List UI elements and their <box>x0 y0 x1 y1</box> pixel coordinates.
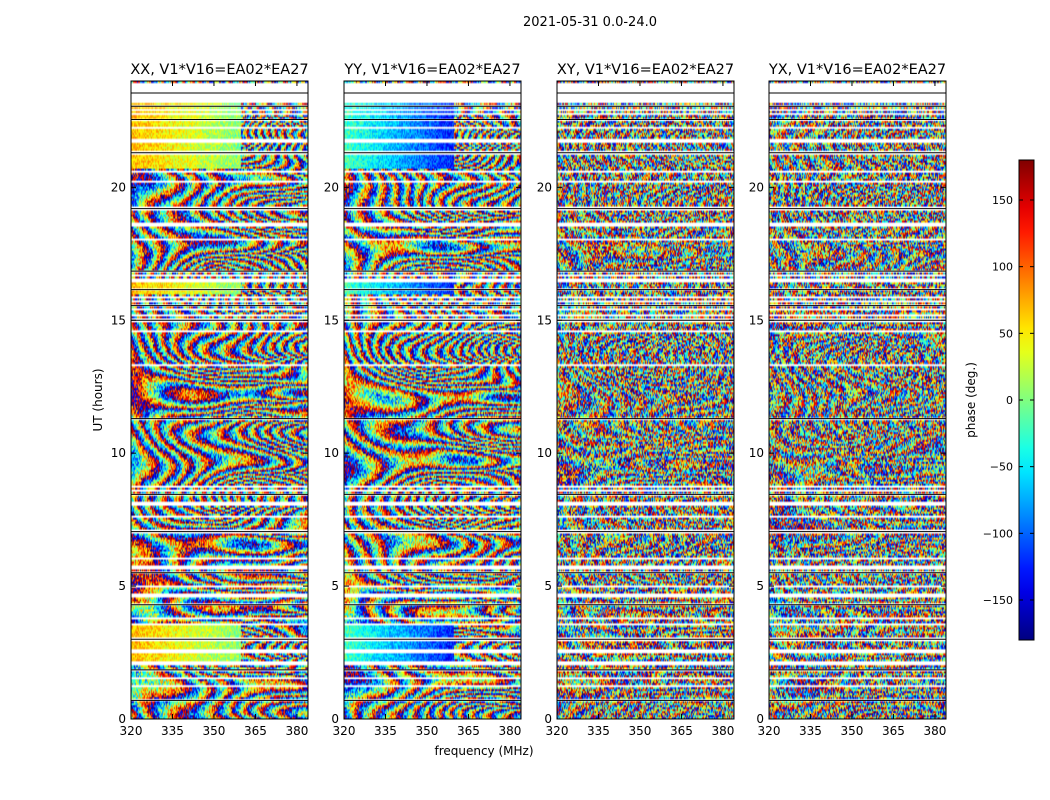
x-tick-label: 320 <box>758 724 781 738</box>
x-tick-label: 365 <box>670 724 693 738</box>
y-tick-label: 15 <box>749 313 764 327</box>
x-tick-label: 380 <box>285 724 308 738</box>
colorbar-tick-label: 100 <box>992 261 1013 274</box>
y-tick-label: 20 <box>111 180 126 194</box>
y-tick-label: 5 <box>331 579 339 593</box>
y-tick-label: 0 <box>756 712 764 726</box>
panel-title: YX, V1*V16=EA02*EA27 <box>768 62 946 78</box>
x-tick-label: 350 <box>203 724 226 738</box>
colorbar-tick-label: −150 <box>983 594 1013 607</box>
y-tick-label: 20 <box>324 180 339 194</box>
panel-2: YY, V1*V16=EA02*EA27 320 335 350 365 380 0 5 10 1… <box>324 62 522 738</box>
x-tick-label: 365 <box>244 724 267 738</box>
y-tick-label: 0 <box>118 712 126 726</box>
y-tick-label: 5 <box>118 579 126 593</box>
panels: XX, V1*V16=EA02*EA27 320 335 350 365 380 0 5 10 1… <box>111 62 947 738</box>
x-tick-label: 350 <box>416 724 439 738</box>
y-tick-label: 5 <box>756 579 764 593</box>
x-tick-label: 380 <box>923 724 946 738</box>
y-tick-label: 15 <box>111 313 126 327</box>
panel-title: XY, V1*V16=EA02*EA27 <box>557 62 734 78</box>
colorbar-tick-label: 50 <box>999 327 1013 340</box>
axes-frame <box>130 80 309 720</box>
axes-frame <box>343 80 522 720</box>
phase-heatmap <box>131 81 308 719</box>
x-tick-label: 380 <box>498 724 521 738</box>
axes-frame <box>556 80 735 720</box>
y-tick-label: 15 <box>537 313 552 327</box>
phase-heatmap <box>344 81 521 719</box>
colorbar: −150 −100 −50 0 50 100 150 <box>983 159 1035 641</box>
x-tick-label: 320 <box>546 724 569 738</box>
phase-heatmap <box>557 81 734 719</box>
axes-frame <box>768 80 947 720</box>
y-tick-label: 10 <box>537 446 552 460</box>
y-tick-label: 10 <box>111 446 126 460</box>
x-tick-label: 350 <box>841 724 864 738</box>
panel-1: XX, V1*V16=EA02*EA27 320 335 350 365 380 0 5 10 1… <box>111 62 309 738</box>
y-tick-label: 20 <box>537 180 552 194</box>
x-tick-label: 320 <box>120 724 143 738</box>
colorbar-tick-label: −100 <box>983 527 1013 540</box>
panel-title: XX, V1*V16=EA02*EA27 <box>130 62 308 78</box>
x-tick-label: 380 <box>711 724 734 738</box>
x-tick-label: 335 <box>799 724 822 738</box>
panel-3: XY, V1*V16=EA02*EA27 320 335 350 365 380 0 5 10 1… <box>537 62 735 738</box>
x-tick-label: 335 <box>161 724 184 738</box>
y-tick-label: 10 <box>324 446 339 460</box>
x-tick-label: 350 <box>629 724 652 738</box>
x-tick-label: 365 <box>457 724 480 738</box>
phase-heatmap <box>769 81 946 719</box>
x-tick-label: 335 <box>587 724 610 738</box>
colorbar-tick-label: 150 <box>992 194 1013 207</box>
colorbar-label: phase (deg.) <box>964 362 978 438</box>
suptitle: 2021-05-31 0.0-24.0 <box>523 15 657 30</box>
y-tick-label: 0 <box>544 712 552 726</box>
y-tick-label: 10 <box>749 446 764 460</box>
y-tick-label: 5 <box>544 579 552 593</box>
colorbar-tick-label: 0 <box>1006 394 1013 407</box>
shared-ylabel: UT (hours) <box>91 368 105 431</box>
panel-4: YX, V1*V16=EA02*EA27 320 335 350 365 380 0 5 10 1… <box>749 62 947 738</box>
colorbar-tick-label: −50 <box>990 461 1013 474</box>
panel-title: YY, V1*V16=EA02*EA27 <box>343 62 520 78</box>
x-tick-label: 365 <box>882 724 905 738</box>
x-tick-label: 335 <box>374 724 397 738</box>
shared-xlabel: frequency (MHz) <box>434 744 533 758</box>
y-tick-label: 15 <box>324 313 339 327</box>
y-tick-label: 20 <box>749 180 764 194</box>
y-tick-label: 0 <box>331 712 339 726</box>
x-tick-label: 320 <box>333 724 356 738</box>
